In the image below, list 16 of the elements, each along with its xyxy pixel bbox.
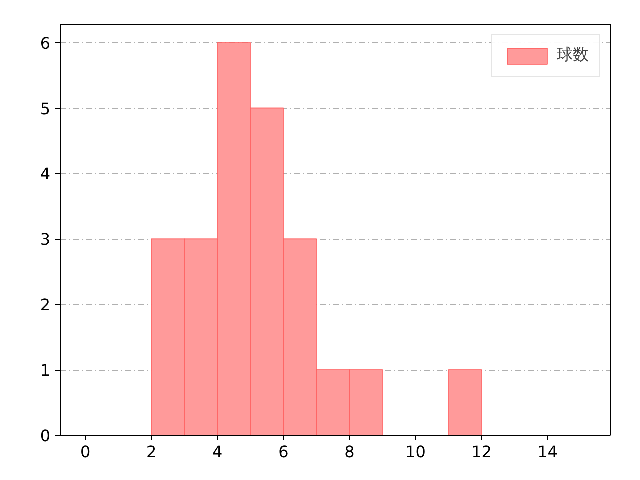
legend-label: 球数 — [557, 45, 589, 66]
y-tick-label: 2 — [40, 296, 51, 315]
x-tick-label: 0 — [80, 442, 91, 462]
x-tick-label: 14 — [538, 442, 558, 462]
x-tick-label: 2 — [146, 442, 157, 462]
x-tick-label: 8 — [344, 442, 355, 462]
y-tick-label: 1 — [40, 361, 51, 380]
x-tick-label: 6 — [278, 442, 289, 462]
x-tick-label: 10 — [406, 442, 426, 462]
x-tick-label: 12 — [472, 442, 492, 462]
y-tick-label: 6 — [40, 34, 51, 53]
y-tick-label: 0 — [40, 426, 51, 446]
y-tick-label: 5 — [40, 99, 51, 118]
y-tick-label: 3 — [40, 230, 51, 250]
y-tick-label: 4 — [40, 164, 51, 184]
x-tick-label: 4 — [212, 442, 223, 462]
